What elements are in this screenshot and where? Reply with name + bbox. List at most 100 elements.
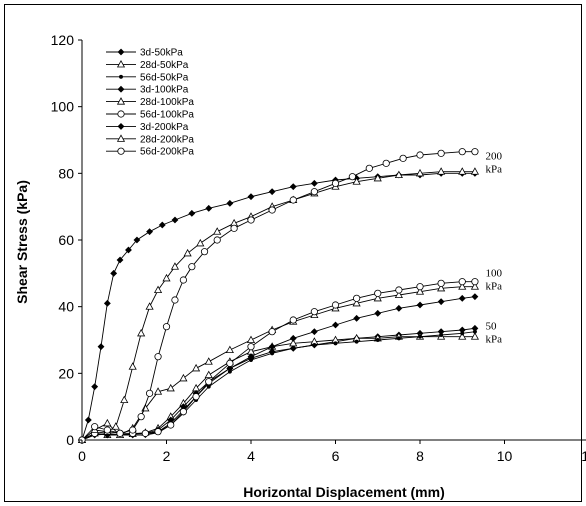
data-point xyxy=(103,299,111,307)
data-point xyxy=(268,328,276,336)
data-point xyxy=(396,336,401,341)
data-point xyxy=(183,248,192,257)
data-point xyxy=(167,421,175,429)
data-point xyxy=(268,343,276,351)
series-line xyxy=(81,151,475,441)
y-tick-label: 60 xyxy=(58,232,74,248)
data-point xyxy=(116,256,124,264)
data-point xyxy=(191,363,201,372)
data-point xyxy=(213,236,221,244)
data-point xyxy=(226,359,234,367)
series-56d-200kPa xyxy=(78,148,479,444)
data-point xyxy=(415,287,425,295)
data-point xyxy=(154,353,162,361)
y-tick-label: 120 xyxy=(51,32,75,48)
series-3d-200kPa xyxy=(78,169,479,444)
data-point xyxy=(333,341,338,346)
data-point xyxy=(310,188,318,196)
data-point xyxy=(439,332,444,338)
data-point xyxy=(373,293,382,302)
legend-label: 28d-200kPa xyxy=(140,134,194,145)
data-point xyxy=(416,151,424,159)
data-point xyxy=(310,328,318,336)
data-point xyxy=(354,339,359,344)
annotation-line: kPa xyxy=(485,280,502,292)
data-point xyxy=(247,193,255,201)
data-point xyxy=(374,289,382,297)
data-point xyxy=(471,293,479,301)
legend-item: 3d-100kPa xyxy=(106,85,189,96)
y-tick-label: 80 xyxy=(58,165,74,181)
data-point xyxy=(395,286,403,294)
data-point xyxy=(162,323,171,331)
data-point xyxy=(310,179,318,187)
data-point xyxy=(331,179,340,187)
data-point xyxy=(166,383,175,392)
data-point xyxy=(91,423,99,431)
legend-item: 3d-50kPa xyxy=(106,48,183,59)
data-point xyxy=(268,188,276,196)
data-point xyxy=(415,168,425,177)
legend-label: 56d-100kPa xyxy=(140,110,194,121)
data-point xyxy=(247,343,255,351)
data-point xyxy=(97,343,105,351)
x-tick-label: 12 xyxy=(581,448,586,464)
data-point xyxy=(289,196,297,204)
tick-labels: 0 20 40 60 80 100 120 0 2 4 6 8 10 12 xyxy=(51,32,586,464)
y-axis-title: Shear Stress (kPa) xyxy=(14,180,30,304)
pressure-annotation: 200kPa xyxy=(485,151,502,176)
data-point xyxy=(226,364,234,372)
legend-marker xyxy=(117,147,125,155)
data-point xyxy=(458,148,466,156)
data-point xyxy=(458,278,466,286)
data-point xyxy=(471,278,479,286)
data-point xyxy=(84,416,92,424)
legend-marker xyxy=(117,122,125,130)
data-point xyxy=(158,221,166,229)
data-point xyxy=(205,378,213,386)
data-point xyxy=(171,296,179,304)
data-point xyxy=(458,294,466,302)
data-point xyxy=(133,236,141,244)
data-point xyxy=(289,183,297,191)
legend-item: 3d-200kPa xyxy=(106,122,189,133)
data-point xyxy=(125,246,132,254)
annotation-line: kPa xyxy=(485,164,502,176)
data-point xyxy=(289,338,298,347)
legend-label: 56d-50kPa xyxy=(140,72,189,83)
data-point xyxy=(153,387,163,395)
data-point xyxy=(111,422,120,430)
data-point xyxy=(230,224,238,232)
data-point xyxy=(270,351,275,356)
data-point xyxy=(417,334,423,339)
chart-border xyxy=(4,4,582,502)
data-point xyxy=(373,173,382,182)
data-point xyxy=(179,408,187,416)
data-point xyxy=(204,357,213,365)
x-tick-label: 6 xyxy=(332,448,340,464)
data-point xyxy=(225,345,234,354)
data-point xyxy=(179,373,188,382)
data-point xyxy=(352,177,361,185)
annotation-line: 200 xyxy=(485,151,502,163)
data-point xyxy=(200,248,209,256)
data-point xyxy=(226,199,234,207)
data-point xyxy=(247,353,255,361)
data-point xyxy=(128,362,137,370)
data-point xyxy=(268,206,276,214)
data-point xyxy=(352,298,361,307)
data-point xyxy=(246,335,256,344)
x-tick-label: 0 xyxy=(78,448,86,464)
legend-label: 56d-200kPa xyxy=(140,147,194,158)
data-point xyxy=(247,216,255,224)
data-point xyxy=(399,154,407,162)
y-tick-label: 100 xyxy=(51,99,75,115)
data-point xyxy=(145,302,154,310)
data-point xyxy=(437,279,445,287)
legend-marker xyxy=(116,97,126,105)
data-point xyxy=(395,304,403,312)
series-3d-100kPa xyxy=(78,293,479,444)
data-point xyxy=(470,167,480,175)
data-point xyxy=(91,383,99,391)
annotation-line: 100 xyxy=(485,267,502,279)
